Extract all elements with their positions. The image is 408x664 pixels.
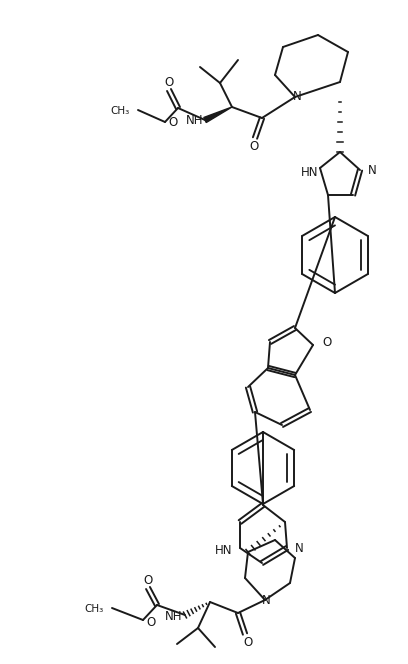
Text: NH: NH — [186, 114, 203, 127]
Text: O: O — [143, 574, 153, 586]
Text: HN: HN — [215, 544, 232, 556]
Text: NH: NH — [164, 610, 182, 623]
Text: O: O — [164, 76, 174, 90]
Text: O: O — [249, 141, 259, 153]
Text: N: N — [293, 90, 302, 102]
Text: CH₃: CH₃ — [111, 106, 130, 116]
Polygon shape — [204, 107, 232, 123]
Text: CH₃: CH₃ — [85, 604, 104, 614]
Text: HN: HN — [301, 167, 318, 179]
Text: N: N — [368, 163, 377, 177]
Text: N: N — [262, 594, 271, 608]
Text: O: O — [168, 116, 177, 129]
Text: N: N — [295, 542, 304, 554]
Text: O: O — [244, 635, 253, 649]
Text: O: O — [146, 616, 155, 629]
Text: O: O — [322, 337, 331, 349]
